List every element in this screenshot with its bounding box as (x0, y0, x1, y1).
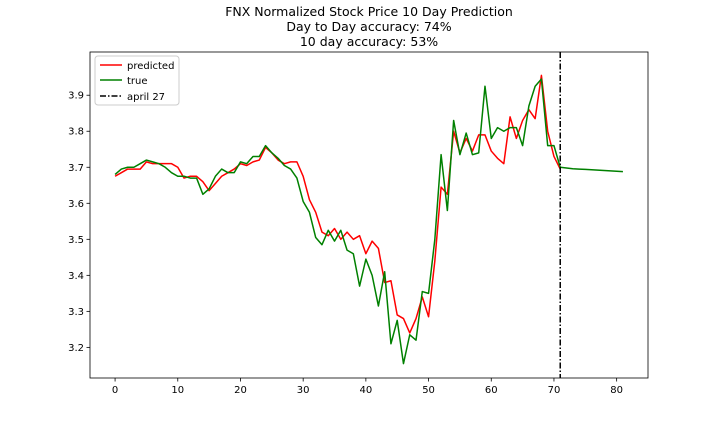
y-tick-label-3.5: 3.5 (68, 235, 84, 246)
x-tick-label-60: 60 (485, 385, 498, 396)
x-tick-label-30: 30 (297, 385, 310, 396)
y-tick-label-3.9: 3.9 (68, 91, 84, 102)
x-tick-label-20: 20 (234, 385, 247, 396)
chart-subtitle-day-accuracy: Day to Day accuracy: 74% (286, 19, 451, 34)
plot-frame (89, 51, 649, 379)
legend-label-predicted: predicted (127, 61, 174, 72)
x-tick-label-10: 10 (171, 385, 184, 396)
legend: predicted true april 27 (94, 55, 180, 106)
legend-frame (94, 55, 180, 106)
x-tick-label-70: 70 (548, 385, 561, 396)
chart-title: FNX Normalized Stock Price 10 Day Predic… (225, 4, 513, 19)
y-tick-label-3.8: 3.8 (68, 127, 84, 138)
legend-label-april-27: april 27 (127, 92, 165, 103)
y-tick-label-3.7: 3.7 (68, 163, 84, 174)
series-line-predicted (114, 74, 561, 334)
legend-label-true: true (127, 76, 148, 87)
series-line-true (114, 78, 623, 365)
x-tick-label-40: 40 (359, 385, 372, 396)
plot-area (114, 52, 623, 378)
y-tick-label-3.6: 3.6 (68, 199, 84, 210)
x-tick-label-0: 0 (112, 385, 118, 396)
axes: 0 10 20 30 40 50 60 70 80 3.2 3.3 3.4 3.5 3.6 3.7 3.8 3.… (68, 51, 649, 396)
x-tick-label-50: 50 (422, 385, 435, 396)
y-tick-label-3.4: 3.4 (68, 271, 84, 282)
y-tick-label-3.3: 3.3 (68, 307, 84, 318)
y-tick-label-3.2: 3.2 (68, 343, 84, 354)
x-tick-label-80: 80 (610, 385, 623, 396)
chart-subtitle-ten-day-accuracy: 10 day accuracy: 53% (300, 34, 438, 49)
